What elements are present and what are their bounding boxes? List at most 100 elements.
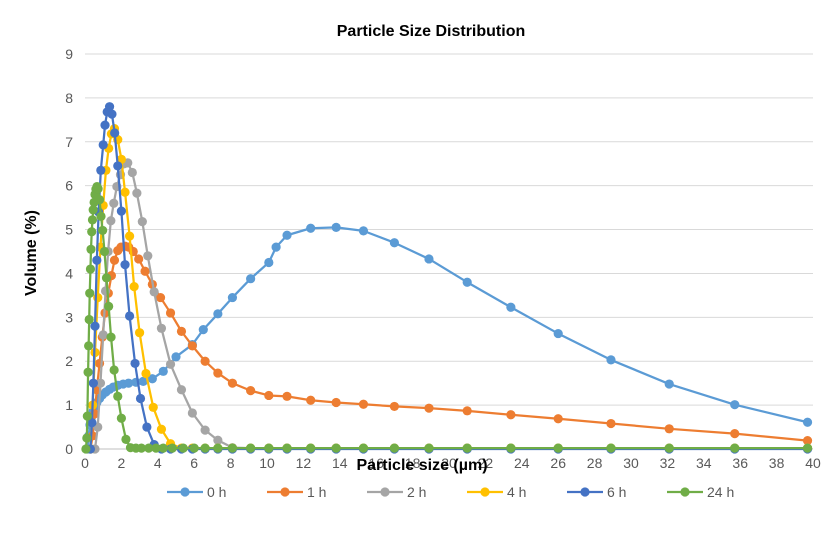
data-point (109, 198, 119, 208)
data-point (90, 321, 100, 331)
data-point (120, 187, 130, 197)
data-point (142, 422, 152, 432)
data-point (141, 368, 151, 379)
data-point (165, 308, 176, 318)
data-point (424, 443, 434, 453)
data-point (149, 287, 159, 297)
y-tick-label: 1 (65, 397, 73, 413)
x-tick-label: 0 (81, 455, 89, 471)
data-point (606, 418, 616, 429)
x-tick-label: 30 (623, 455, 639, 471)
legend-label: 4 h (507, 484, 526, 500)
data-point (198, 325, 208, 335)
y-tick-label: 5 (65, 222, 73, 238)
data-point (664, 424, 674, 434)
data-point (506, 410, 516, 420)
x-tick-label: 26 (550, 455, 566, 471)
data-point (264, 390, 274, 401)
series-line (89, 105, 808, 451)
legend-label: 6 h (607, 484, 626, 500)
data-point (227, 378, 238, 388)
data-point (802, 443, 813, 453)
data-point (306, 223, 316, 233)
data-point (124, 378, 134, 388)
data-point (156, 323, 167, 333)
data-point (462, 406, 472, 416)
data-point (200, 443, 210, 453)
data-point (802, 436, 813, 446)
series-6-h (85, 102, 813, 454)
x-tick-label: 6 (190, 455, 198, 471)
legend-label: 2 h (407, 484, 426, 500)
data-point (155, 292, 166, 303)
data-point (96, 165, 106, 175)
data-point (227, 443, 238, 453)
data-point (109, 255, 120, 265)
x-tick-label: 18 (405, 455, 421, 471)
x-tick-label: 12 (296, 455, 312, 471)
data-point (94, 195, 105, 205)
series-0-h (83, 222, 813, 454)
x-tick-label: 38 (769, 455, 785, 471)
data-point (143, 251, 153, 261)
y-tick-label: 6 (65, 178, 73, 194)
data-point (306, 395, 316, 405)
data-point (104, 102, 115, 112)
data-point (424, 254, 434, 264)
series-line (93, 161, 808, 450)
data-point (606, 355, 616, 365)
data-point (104, 301, 114, 311)
y-tick-label: 7 (65, 134, 73, 150)
data-point (99, 246, 110, 257)
data-point (98, 225, 108, 236)
data-point (176, 385, 187, 395)
data-point (802, 417, 813, 427)
y-tick-label: 8 (65, 90, 73, 106)
data-point (462, 277, 472, 287)
data-point (389, 401, 399, 412)
data-point (178, 443, 188, 453)
data-point (730, 400, 740, 410)
data-point (264, 257, 274, 268)
data-point (189, 443, 199, 453)
data-point (187, 408, 197, 418)
data-point (82, 433, 92, 443)
data-point (271, 242, 281, 252)
series-4-h (85, 124, 813, 454)
data-point (82, 411, 92, 421)
x-tick-label: 2 (118, 455, 126, 471)
series-24-h (81, 181, 813, 454)
legend-entry: 4 h (467, 484, 526, 500)
gridlines (85, 53, 813, 406)
data-point (664, 443, 674, 453)
data-point (98, 140, 108, 150)
series-line (89, 245, 808, 450)
legend-marker (180, 487, 190, 497)
data-point (553, 414, 563, 424)
data-point (110, 128, 120, 138)
x-tick-label: 4 (154, 455, 162, 471)
x-tick-label: 28 (587, 455, 603, 471)
data-point (176, 326, 187, 336)
data-point (93, 184, 103, 194)
legend-entry: 24 h (667, 484, 734, 500)
legend-marker (480, 487, 490, 497)
data-point (88, 378, 98, 388)
data-point (187, 341, 197, 351)
data-point (730, 429, 740, 439)
data-point (116, 413, 126, 423)
x-tick-label: 22 (478, 455, 494, 471)
data-point (135, 328, 145, 338)
data-point (135, 393, 146, 404)
data-point (113, 391, 123, 401)
data-point (84, 341, 94, 351)
data-point (107, 109, 117, 119)
data-point (121, 434, 131, 444)
data-point (132, 188, 142, 198)
data-point (136, 443, 147, 453)
data-point (282, 443, 292, 453)
x-tick-label: 34 (696, 455, 712, 471)
y-tick-label: 0 (65, 441, 73, 457)
